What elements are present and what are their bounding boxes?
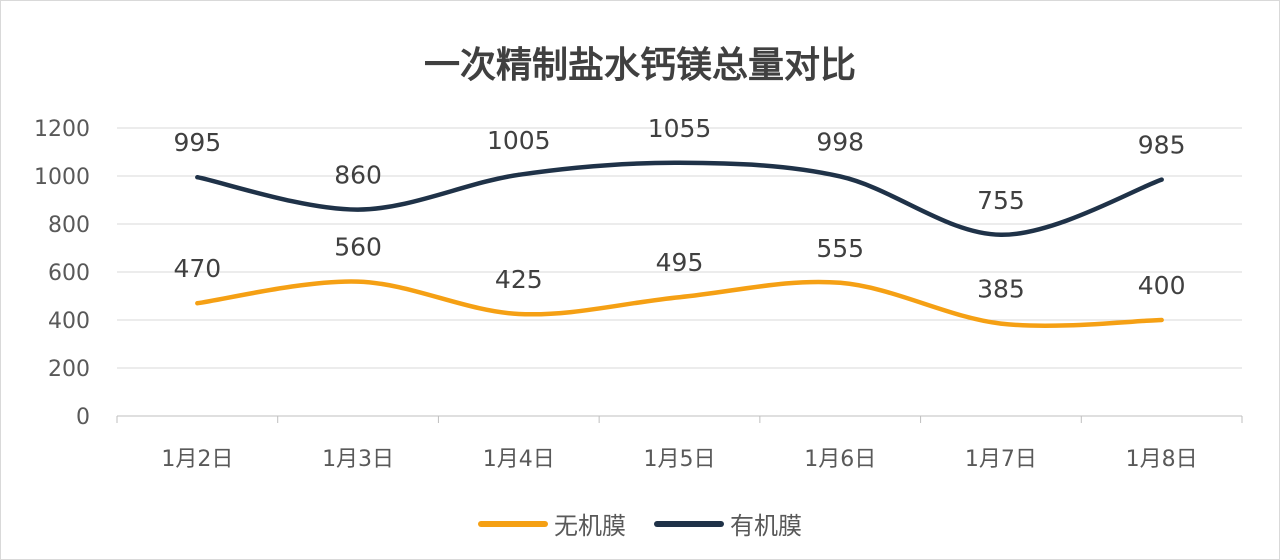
data-label: 995 [173, 128, 221, 157]
data-point [195, 301, 200, 306]
x-tick-label: 1月6日 [804, 447, 876, 472]
data-point [516, 172, 521, 177]
data-label: 1055 [648, 114, 712, 143]
chart-title: 一次精制盐水钙镁总量对比 [423, 45, 856, 86]
legend-swatch [478, 520, 548, 527]
data-point [838, 280, 843, 285]
y-tick-label: 600 [48, 261, 90, 286]
data-label: 425 [495, 265, 543, 294]
data-point [1159, 318, 1164, 322]
legend-item-series-0: 无机膜 [478, 506, 626, 541]
y-tick-label: 400 [48, 309, 90, 334]
legend-item-series-1: 有机膜 [654, 506, 802, 541]
data-label: 385 [977, 275, 1025, 304]
legend-swatch [654, 520, 724, 527]
data-point [516, 312, 521, 316]
x-tick-label: 1月5日 [644, 447, 716, 472]
data-point [1159, 177, 1164, 182]
x-tick-label: 1月4日 [483, 447, 555, 472]
legend-label: 无机膜 [554, 512, 626, 540]
data-label: 998 [816, 127, 864, 156]
data-label: 470 [173, 254, 221, 283]
data-label: 985 [1138, 131, 1186, 160]
data-label: 400 [1138, 271, 1186, 300]
x-tick-label: 1月3日 [322, 447, 394, 472]
data-point [677, 295, 682, 300]
data-point [998, 321, 1003, 326]
x-tick-label: 1月7日 [965, 447, 1037, 472]
data-label: 755 [977, 186, 1025, 215]
data-point [195, 175, 200, 180]
data-point [998, 232, 1003, 237]
y-tick-label: 200 [48, 357, 90, 382]
legend: 无机膜 有机膜 [0, 506, 1280, 541]
data-label: 560 [334, 233, 382, 262]
y-tick-label: 0 [76, 405, 90, 430]
y-tick-label: 1000 [34, 165, 90, 190]
data-label: 495 [656, 248, 704, 277]
data-label: 1005 [487, 126, 551, 155]
data-point [677, 160, 682, 165]
y-tick-label: 800 [48, 213, 90, 238]
data-label: 555 [816, 234, 864, 263]
y-tick-label: 1200 [34, 117, 90, 142]
data-point [838, 174, 843, 179]
data-label: 860 [334, 161, 382, 190]
data-point [356, 207, 361, 212]
x-tick-label: 1月2日 [161, 447, 233, 472]
data-point [356, 279, 361, 284]
legend-label: 有机膜 [730, 512, 802, 540]
x-tick-label: 1月8日 [1126, 447, 1198, 472]
